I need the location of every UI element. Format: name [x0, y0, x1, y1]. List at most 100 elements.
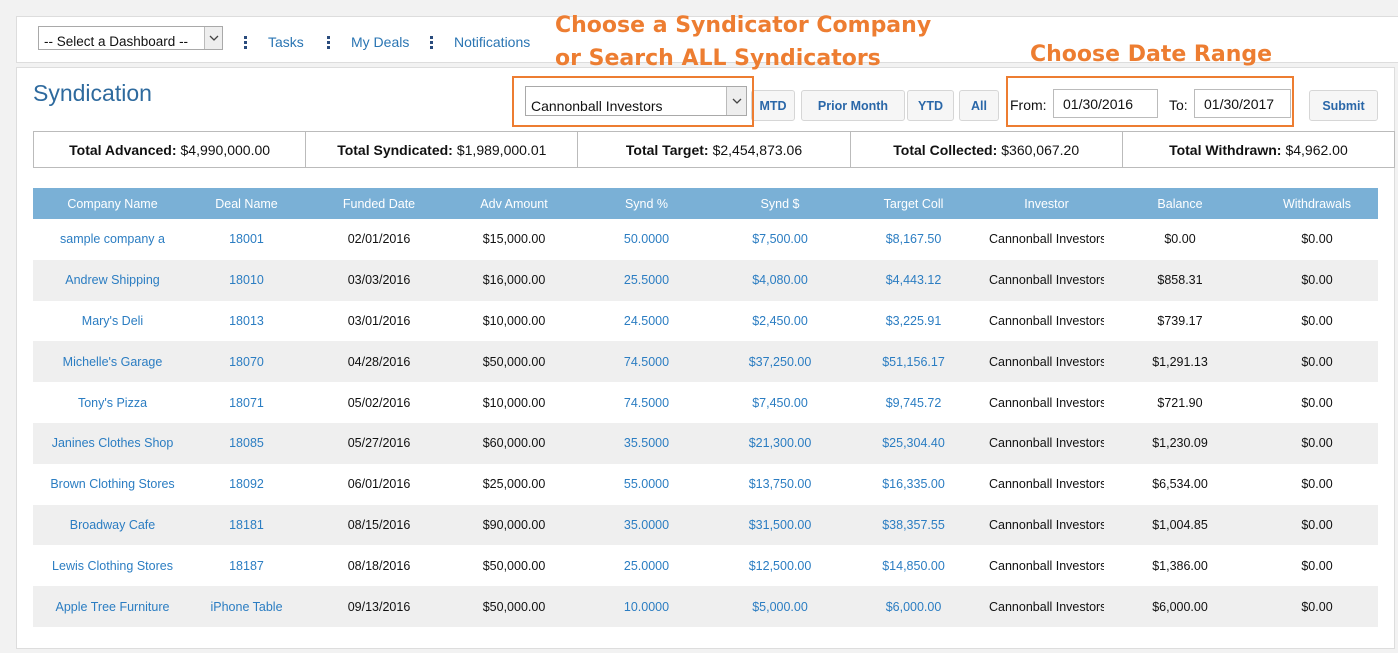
table-cell: $1,386.00	[1152, 558, 1208, 573]
table-cell: $1,004.85	[1104, 504, 1256, 546]
dashboard-select[interactable]: -- Select a Dashboard --	[38, 26, 223, 50]
table-cell-link[interactable]: 18071	[229, 395, 264, 410]
table-row: Tony's Pizza 18071 05/02/2016 $10,000.00 74.…	[33, 382, 1378, 423]
table-cell-link[interactable]: $8,167.50	[885, 232, 942, 247]
table-cell: 03/01/2016	[347, 313, 411, 328]
table-cell-link[interactable]: $16,335.00	[882, 477, 945, 492]
top-nav-bar: -- Select a Dashboard -- Tasks My Deals …	[16, 16, 1398, 63]
table-cell: $60,000.00	[457, 422, 571, 464]
table-cell-link[interactable]: Brown Clothing Stores	[50, 477, 175, 492]
table-cell-link[interactable]: iPhone Table	[192, 586, 301, 627]
table-cell-link[interactable]: 18010	[192, 259, 301, 301]
table-cell: $0.00	[1301, 232, 1333, 247]
table-header-row: Company Name Deal Name Funded Date Adv Amou…	[33, 188, 1378, 219]
date-range-callout-box	[1006, 76, 1294, 127]
table-cell-link[interactable]: $9,745.72	[885, 395, 942, 410]
notifications-menu-icon	[430, 36, 433, 49]
table-cell-link[interactable]: 55.0000	[623, 477, 670, 492]
table-cell: $15,000.00	[482, 232, 546, 247]
table-cell-link[interactable]: $14,850.00	[882, 558, 945, 573]
table-cell-link[interactable]: 18181	[192, 504, 301, 546]
table-cell-link[interactable]: 10.0000	[571, 586, 722, 627]
nav-link-my-deals[interactable]: My Deals	[351, 34, 410, 50]
table-cell: $0.00	[1256, 259, 1378, 301]
page-title: Syndication	[33, 80, 152, 106]
table-cell-link[interactable]: $31,500.00	[722, 504, 838, 546]
my-deals-menu-icon	[327, 36, 330, 49]
table-cell: $50,000.00	[457, 586, 571, 627]
table-cell-link[interactable]: $5,000.00	[722, 586, 838, 627]
table-cell-link[interactable]: 18187	[229, 558, 264, 573]
table-cell: $10,000.00	[482, 395, 546, 410]
table-cell-link[interactable]: sample company a	[60, 232, 165, 247]
table-cell-link[interactable]: 18013	[229, 313, 264, 328]
table-cell: 05/27/2016	[301, 422, 457, 464]
table-cell-link[interactable]: Lewis Clothing Stores	[52, 558, 173, 573]
table-cell-link[interactable]: Janines Clothes Shop	[33, 422, 192, 464]
table-cell-link[interactable]: $7,450.00	[752, 395, 808, 410]
table-cell-link[interactable]: $13,750.00	[748, 477, 812, 492]
table-row: Mary's Deli 18013 03/01/2016 $10,000.00 24.5…	[33, 301, 1378, 342]
table-cell-link[interactable]: $21,300.00	[722, 422, 838, 464]
table-row: Brown Clothing Stores 18092 06/01/2016 $25,…	[33, 464, 1378, 505]
table-cell: $6,534.00	[1152, 477, 1208, 492]
table-cell-link[interactable]: 35.5000	[571, 422, 722, 464]
table-cell-link[interactable]: $4,080.00	[722, 259, 838, 301]
mtd-button[interactable]: MTD	[751, 90, 795, 121]
table-cell-link[interactable]: 74.5000	[623, 395, 670, 410]
prior-month-button[interactable]: Prior Month	[801, 90, 905, 121]
table-cell: $50,000.00	[482, 558, 546, 573]
column-header: Funded Date	[301, 188, 457, 219]
table-cell: $0.00	[1164, 232, 1196, 247]
table-cell-link[interactable]: $4,443.12	[838, 259, 989, 301]
table-cell-link[interactable]: Michelle's Garage	[33, 341, 192, 383]
table-cell-link[interactable]: 18092	[229, 477, 264, 492]
table-cell-link[interactable]: 74.5000	[571, 341, 722, 383]
nav-link-notifications[interactable]: Notifications	[454, 34, 531, 50]
table-cell-link[interactable]: 25.5000	[571, 259, 722, 301]
table-cell-link[interactable]: 50.0000	[623, 232, 670, 247]
chevron-down-icon[interactable]	[204, 27, 222, 49]
table-cell-link[interactable]: $38,357.55	[838, 504, 989, 546]
table-cell-link[interactable]: $51,156.17	[838, 341, 989, 383]
table-cell-link[interactable]: 24.5000	[623, 313, 670, 328]
dashboard-select-value: -- Select a Dashboard --	[44, 34, 189, 49]
to-date-input[interactable]: 01/30/2017	[1194, 89, 1291, 118]
column-header: Target Coll	[838, 188, 989, 219]
table-cell-link[interactable]: 18085	[192, 422, 301, 464]
table-cell-link[interactable]: Andrew Shipping	[33, 259, 192, 301]
table-cell: 09/13/2016	[301, 586, 457, 627]
table-cell-link[interactable]: $37,250.00	[722, 341, 838, 383]
table-cell-link[interactable]: 25.0000	[623, 558, 670, 573]
table-cell-link[interactable]: 35.0000	[571, 504, 722, 546]
syndicator-select[interactable]: Cannonball Investors	[525, 86, 747, 116]
table-cell-link[interactable]: Tony's Pizza	[77, 395, 148, 410]
table-cell-link[interactable]: $7,500.00	[752, 232, 808, 247]
all-button[interactable]: All	[959, 90, 999, 121]
table-cell-link[interactable]: $25,304.40	[838, 422, 989, 464]
syndicator-select-value: Cannonball Investors	[531, 98, 663, 114]
table-cell-link[interactable]: 18001	[229, 232, 264, 247]
total-syndicated: Total Syndicated: $1,989,000.01	[306, 132, 579, 167]
nav-link-tasks[interactable]: Tasks	[268, 34, 304, 50]
column-header: Deal Name	[192, 188, 301, 219]
table-cell-link[interactable]: $6,000.00	[838, 586, 989, 627]
from-date-input[interactable]: 01/30/2016	[1053, 89, 1158, 118]
ytd-button[interactable]: YTD	[907, 90, 954, 121]
table-cell-link[interactable]: $3,225.91	[885, 313, 942, 328]
submit-button[interactable]: Submit	[1309, 90, 1378, 121]
table-cell: $0.00	[1301, 477, 1333, 492]
table-cell-link[interactable]: Apple Tree Furniture	[33, 586, 192, 627]
table-cell: $1,291.13	[1104, 341, 1256, 383]
table-cell-link[interactable]: 18070	[192, 341, 301, 383]
table-cell: 06/01/2016	[347, 477, 411, 492]
table-row: Michelle's Garage 18070 04/28/2016 $50,000.…	[33, 341, 1378, 383]
table-cell-link[interactable]: Broadway Cafe	[33, 504, 192, 546]
table-cell-link[interactable]: Mary's Deli	[81, 313, 144, 328]
table-cell-link[interactable]: $2,450.00	[752, 313, 808, 328]
table-cell: 08/15/2016	[301, 504, 457, 546]
chevron-down-icon[interactable]	[726, 87, 746, 115]
total-advanced: Total Advanced: $4,990,000.00	[34, 132, 307, 167]
table-cell: Cannonball Investors	[989, 395, 1104, 410]
table-cell-link[interactable]: $12,500.00	[748, 558, 812, 573]
